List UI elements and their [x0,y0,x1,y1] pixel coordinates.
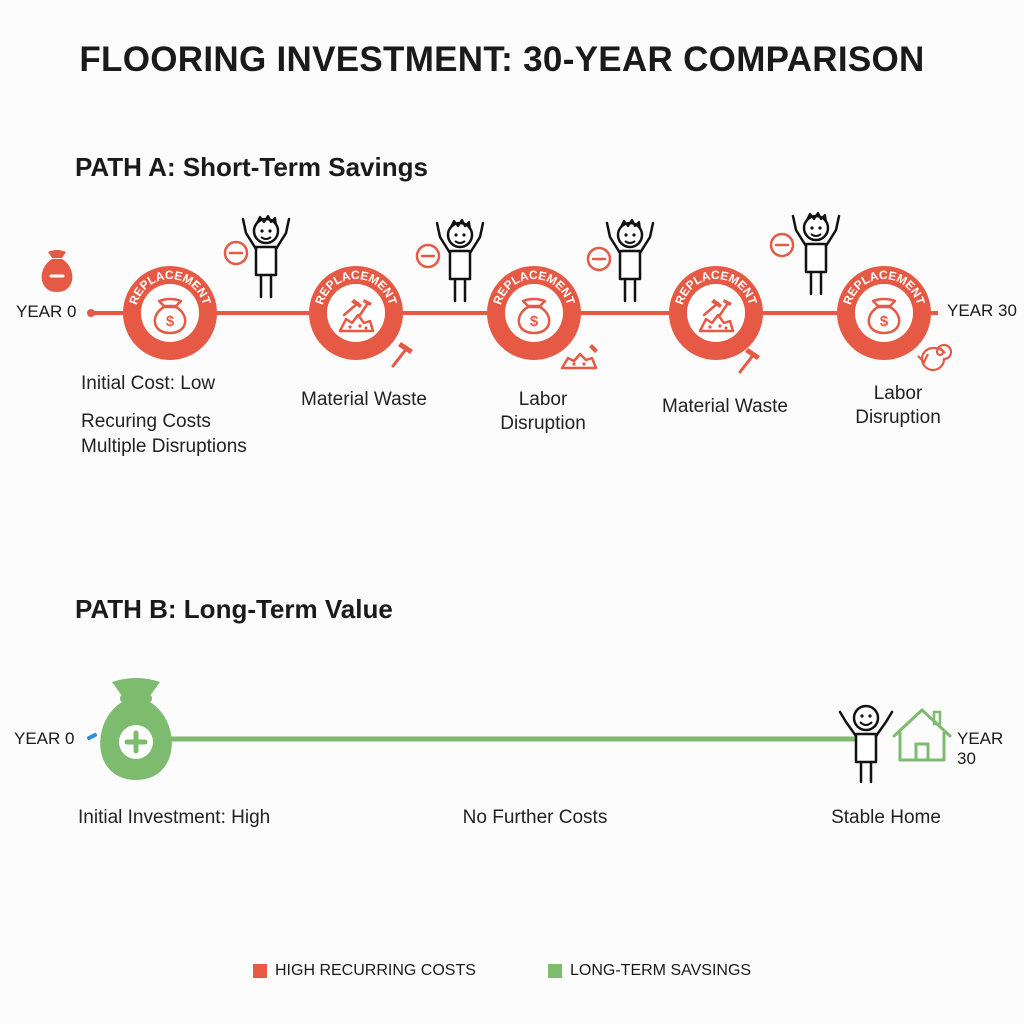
path-b-start-mark [87,733,97,740]
path-b-year-0: YEAR 0 [14,729,75,748]
caption-material-waste-1: Material Waste [301,389,427,410]
replacement-ring: REPLACEMENT [487,266,581,360]
legend-label-recurring: HIGH RECURRING COSTS [275,962,476,979]
stable-home-label: Stable Home [831,807,941,828]
caption-labor-2: Labor [873,383,923,404]
caption-material-waste-2: Material Waste [662,396,788,417]
main-title: FLOORING INVESTMENT: 30-YEAR COMPARISON [79,40,925,79]
no-further-costs-label: No Further Costs [462,807,608,828]
hammer-icon [391,340,415,368]
minus-icon [415,243,441,269]
house-icon [892,708,952,762]
person-icon [241,214,291,299]
path-a-year-0: YEAR 0 [16,302,77,321]
minus-icon [586,246,612,272]
spiral-icon [917,343,953,372]
legend-item-savings: LONG-TERM SAVSINGS [548,962,751,980]
rubble-icon [560,344,598,370]
caption-labor-1: Labor [518,389,568,410]
path-a-title: PATH A: Short-Term Savings [75,152,428,182]
initial-investment-label: Initial Investment: High [78,807,271,828]
replacement-ring: REPLACEMENT [837,266,931,360]
person-icon [435,218,485,303]
caption-disruption-1: Disruption [500,413,586,434]
replacement-ring: REPLACEMENT [309,266,403,360]
minus-icon [223,240,249,266]
path-a-start-dot [87,309,95,317]
initial-cost-label: Initial Cost: Low [81,373,216,394]
path-b-title: PATH B: Long-Term Value [75,594,393,624]
replacement-ring: REPLACEMENT [123,266,217,360]
path-b-year-30: YEAR 30 [957,729,1004,768]
person-icon [605,218,655,303]
hammer-icon [738,346,762,374]
recurring-costs-label: Recuring Costs [81,411,211,432]
happy-person-icon [838,704,894,784]
legend-swatch-green [548,964,562,978]
multiple-disruptions-label: Multiple Disruptions [81,436,247,457]
minus-icon [769,232,795,258]
path-a-year-30: YEAR 30 [947,301,1017,320]
person-icon [791,211,841,296]
legend-item-recurring: HIGH RECURRING COSTS [253,962,476,980]
caption-disruption-2: Disruption [855,407,941,428]
legend-label-savings: LONG-TERM SAVSINGS [570,962,752,979]
replacement-ring: REPLACEMENT [669,266,763,360]
green-money-bag-plus-icon [100,678,172,780]
legend-swatch-red [253,964,267,978]
start-money-bag-minus-icon [41,250,73,292]
